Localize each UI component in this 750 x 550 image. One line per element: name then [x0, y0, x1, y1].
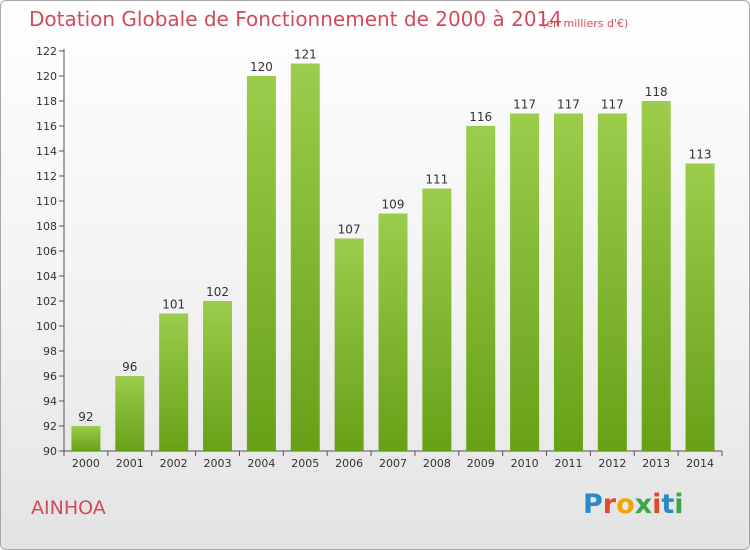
- bar-value-label: 101: [162, 298, 185, 312]
- logo-letter: P: [583, 489, 603, 520]
- y-tick-label: 102: [36, 295, 57, 308]
- x-axis: 2000 2001 2002 2003 2004 2005 2006 2007 2008 2009…: [63, 450, 723, 470]
- y-tick-label: 120: [36, 70, 57, 83]
- bar-value-label: 111: [425, 173, 448, 187]
- bar: [553, 113, 583, 451]
- y-tick-label: 122: [36, 45, 57, 58]
- commune-name: AINHOA: [31, 497, 106, 519]
- y-tick-label: 116: [36, 120, 57, 133]
- bar-value-label: 96: [122, 360, 137, 374]
- bar: [115, 376, 145, 451]
- y-tick-label: 112: [36, 170, 57, 183]
- y-tick-label: 98: [43, 345, 57, 358]
- bar: [422, 188, 452, 451]
- y-tick-label: 92: [43, 420, 57, 433]
- bar: [290, 63, 320, 451]
- bar: [641, 101, 671, 451]
- x-tick-label: 2004: [247, 457, 275, 470]
- logo-letter: t: [661, 489, 675, 520]
- bar-value-label: 117: [557, 98, 580, 112]
- bar: [246, 76, 276, 451]
- bar: [510, 113, 540, 451]
- bar-value-label: 120: [250, 60, 273, 74]
- x-tick-label: 2001: [116, 457, 144, 470]
- bar-value-label: 109: [382, 198, 405, 212]
- bar: [378, 213, 408, 451]
- y-tick-label: 96: [43, 370, 57, 383]
- x-tick-label: 2002: [160, 457, 188, 470]
- y-tick-label: 106: [36, 245, 57, 258]
- bar-value-label: 102: [206, 285, 229, 299]
- bar: [685, 163, 715, 451]
- bar-value-label: 107: [338, 223, 361, 237]
- x-tick-label: 2012: [598, 457, 626, 470]
- x-tick-label: 2013: [642, 457, 670, 470]
- y-tick-label: 108: [36, 220, 57, 233]
- y-tick-label: 100: [36, 320, 57, 333]
- bars: 92 96 101 102 120 121 107 109 111 116 117 117 117 118…: [71, 48, 715, 451]
- x-tick-label: 2007: [379, 457, 407, 470]
- logo-letter: x: [634, 489, 653, 520]
- chart-title: Dotation Globale de Fonctionnement de 20…: [29, 7, 562, 31]
- logo-letter: o: [616, 489, 635, 520]
- x-tick-label: 2011: [554, 457, 582, 470]
- bar-value-label: 117: [601, 98, 624, 112]
- x-tick-label: 2005: [291, 457, 319, 470]
- x-tick-label: 2006: [335, 457, 363, 470]
- bar-value-label: 116: [469, 110, 492, 124]
- y-axis: 90 92 94 96 98 100 102 104 106 108 110 112 114 116 118…: [36, 45, 65, 458]
- bar: [71, 426, 101, 451]
- x-tick-label: 2000: [72, 457, 100, 470]
- y-tick-label: 110: [36, 195, 57, 208]
- proxiti-logo: Proxiti: [583, 489, 684, 520]
- bar: [466, 126, 496, 451]
- bar-value-label: 92: [78, 410, 93, 424]
- y-tick-label: 114: [36, 145, 57, 158]
- bar: [159, 313, 189, 451]
- chart-subtitle: (en milliers d'€): [542, 17, 629, 30]
- bar-value-label: 113: [689, 148, 712, 162]
- bar-value-label: 117: [513, 98, 536, 112]
- bar: [334, 238, 364, 451]
- x-tick-label: 2014: [686, 457, 714, 470]
- x-tick-label: 2008: [423, 457, 451, 470]
- y-tick-label: 104: [36, 270, 57, 283]
- logo-letter: i: [674, 489, 684, 520]
- bar: [597, 113, 627, 451]
- y-tick-label: 90: [43, 445, 57, 458]
- bar: [203, 301, 233, 451]
- bar-value-label: 121: [294, 48, 317, 62]
- bar-value-label: 118: [645, 85, 668, 99]
- x-tick-label: 2009: [467, 457, 495, 470]
- x-tick-label: 2010: [511, 457, 539, 470]
- logo-letter: i: [652, 489, 662, 520]
- y-tick-label: 118: [36, 95, 57, 108]
- y-tick-label: 94: [43, 395, 57, 408]
- logo-letter: r: [602, 489, 617, 520]
- x-tick-label: 2003: [204, 457, 232, 470]
